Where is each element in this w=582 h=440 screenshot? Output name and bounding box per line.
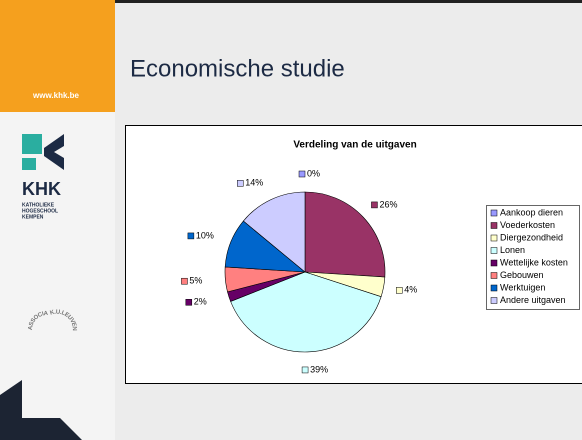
legend-label: Lonen <box>500 245 525 255</box>
legend-label: Voederkosten <box>500 220 555 230</box>
legend-swatch <box>490 297 498 304</box>
label-swatch <box>181 277 188 285</box>
pie-slice <box>242 191 306 273</box>
legend-swatch <box>490 259 498 267</box>
data-label: 14% <box>245 178 263 188</box>
legend <box>486 205 580 310</box>
pie-slice <box>230 271 382 353</box>
data-label: 26% <box>379 199 397 209</box>
data-label: 4% <box>404 285 417 295</box>
data-label: 39% <box>310 364 328 374</box>
label-swatch <box>301 366 309 374</box>
legend-label: Gebouwen <box>500 270 544 280</box>
website: www.khk.be <box>32 91 79 100</box>
legend-label: Werktuigen <box>500 282 545 292</box>
logo-name: KHK <box>22 179 61 199</box>
legend-swatch <box>490 247 498 254</box>
legend-label: Aankoop dieren <box>500 207 563 217</box>
data-label: 5% <box>189 276 202 286</box>
legend-swatch <box>490 234 498 242</box>
data-label: 2% <box>194 297 207 307</box>
top-edge <box>0 0 582 3</box>
logo-subtitle: HOGESCHOOL <box>22 208 58 214</box>
slide-title: Economische studie <box>130 55 345 82</box>
legend-swatch <box>490 209 498 217</box>
logo-subtitle: KEMPEN <box>22 214 44 220</box>
data-label: 0% <box>307 168 320 178</box>
legend-swatch <box>490 222 498 229</box>
data-label: 10% <box>196 230 214 240</box>
label-swatch <box>187 232 195 240</box>
corner-shape <box>0 380 82 440</box>
label-swatch <box>237 180 244 187</box>
legend-label: Andere uitgaven <box>500 295 566 305</box>
sidebar-header <box>0 0 115 112</box>
legend-label: Wettelijke kosten <box>500 257 568 267</box>
legend-swatch <box>490 284 498 292</box>
label-swatch <box>371 201 378 209</box>
legend-label: Diergezondheid <box>500 232 563 242</box>
label-swatch <box>185 299 193 306</box>
pie-slice <box>304 191 386 278</box>
chart-title: Verdeling van de uitgaven <box>293 140 416 151</box>
logo-square <box>22 158 36 170</box>
logo-chevron <box>44 134 64 170</box>
label-swatch <box>298 170 306 178</box>
label-swatch <box>396 287 403 294</box>
logo-square <box>22 134 42 154</box>
logo-subtitle: KATHOLIEKE <box>22 202 55 208</box>
legend-swatch <box>490 272 498 279</box>
